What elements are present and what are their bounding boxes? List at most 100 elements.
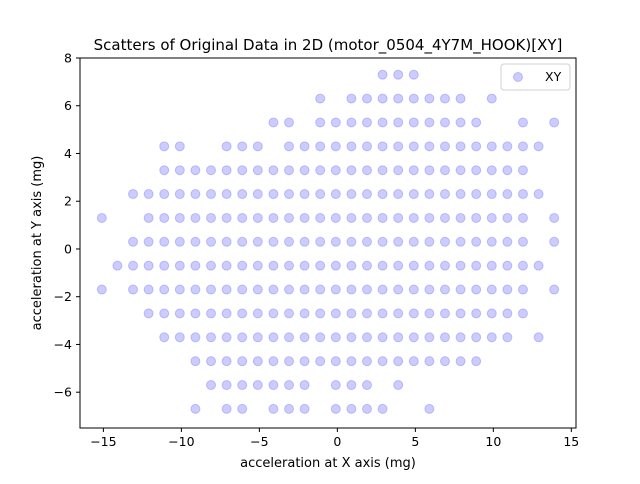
data-point xyxy=(408,260,419,271)
data-point xyxy=(299,236,310,247)
data-point xyxy=(346,332,357,343)
data-point xyxy=(143,284,154,295)
data-point xyxy=(237,308,248,319)
x-axis-label: acceleration at X axis (mg) xyxy=(240,456,416,471)
data-point xyxy=(408,141,419,152)
data-point xyxy=(439,93,450,104)
y-tick-label: −4 xyxy=(54,337,72,352)
data-point xyxy=(549,284,560,295)
data-point xyxy=(549,117,560,128)
data-point xyxy=(361,356,372,367)
chart-title: Scatters of Original Data in 2D (motor_0… xyxy=(94,36,563,55)
data-point xyxy=(393,284,404,295)
data-point xyxy=(393,356,404,367)
data-point xyxy=(237,356,248,367)
data-point xyxy=(439,212,450,223)
data-point xyxy=(252,332,263,343)
data-point xyxy=(455,117,466,128)
data-point xyxy=(268,117,279,128)
data-point xyxy=(252,212,263,223)
data-point xyxy=(159,236,170,247)
data-point xyxy=(408,356,419,367)
data-point xyxy=(330,189,341,200)
data-point xyxy=(393,236,404,247)
data-point xyxy=(377,356,388,367)
legend-box xyxy=(500,63,571,91)
data-point xyxy=(377,403,388,414)
data-point xyxy=(408,284,419,295)
data-point xyxy=(268,212,279,223)
data-point xyxy=(284,308,295,319)
data-point xyxy=(237,165,248,176)
data-point xyxy=(159,260,170,271)
data-point xyxy=(143,308,154,319)
data-point xyxy=(299,212,310,223)
data-point xyxy=(377,117,388,128)
data-point xyxy=(299,284,310,295)
data-point xyxy=(533,189,544,200)
data-point xyxy=(299,403,310,414)
data-point xyxy=(237,332,248,343)
data-point xyxy=(315,332,326,343)
data-point xyxy=(471,165,482,176)
data-point xyxy=(330,236,341,247)
data-point xyxy=(206,284,217,295)
data-point xyxy=(486,308,497,319)
data-point xyxy=(284,403,295,414)
data-point xyxy=(502,308,513,319)
data-point xyxy=(424,93,435,104)
data-point xyxy=(330,332,341,343)
data-point xyxy=(252,165,263,176)
data-point xyxy=(393,380,404,391)
data-point xyxy=(502,189,513,200)
data-point xyxy=(361,260,372,271)
data-point xyxy=(330,165,341,176)
data-point xyxy=(377,165,388,176)
data-point xyxy=(502,236,513,247)
data-point xyxy=(284,260,295,271)
data-point xyxy=(424,284,435,295)
data-point xyxy=(221,308,232,319)
data-point xyxy=(159,189,170,200)
data-point xyxy=(284,117,295,128)
data-point xyxy=(517,117,528,128)
data-point xyxy=(174,141,185,152)
data-point xyxy=(517,165,528,176)
data-point xyxy=(377,141,388,152)
data-point xyxy=(424,260,435,271)
data-point xyxy=(221,403,232,414)
data-point xyxy=(393,308,404,319)
data-point xyxy=(471,141,482,152)
data-point xyxy=(96,284,107,295)
data-point xyxy=(159,308,170,319)
data-point xyxy=(330,141,341,152)
data-point xyxy=(237,403,248,414)
data-point xyxy=(315,141,326,152)
data-point xyxy=(128,236,139,247)
data-point xyxy=(517,260,528,271)
y-tick-label: 6 xyxy=(64,98,72,113)
data-point xyxy=(252,260,263,271)
data-point xyxy=(471,117,482,128)
data-point xyxy=(284,165,295,176)
data-point xyxy=(517,141,528,152)
x-tick-label: −10 xyxy=(168,434,194,449)
data-point xyxy=(284,189,295,200)
data-point xyxy=(96,212,107,223)
data-point xyxy=(128,189,139,200)
data-point xyxy=(455,189,466,200)
data-point xyxy=(221,189,232,200)
data-point xyxy=(471,356,482,367)
data-point xyxy=(268,260,279,271)
data-point xyxy=(330,380,341,391)
data-point xyxy=(159,284,170,295)
data-point xyxy=(206,189,217,200)
points-layer xyxy=(96,69,560,414)
data-point xyxy=(439,260,450,271)
data-point xyxy=(315,236,326,247)
data-point xyxy=(252,356,263,367)
data-point xyxy=(284,284,295,295)
data-point xyxy=(221,284,232,295)
data-point xyxy=(533,260,544,271)
data-point xyxy=(486,236,497,247)
